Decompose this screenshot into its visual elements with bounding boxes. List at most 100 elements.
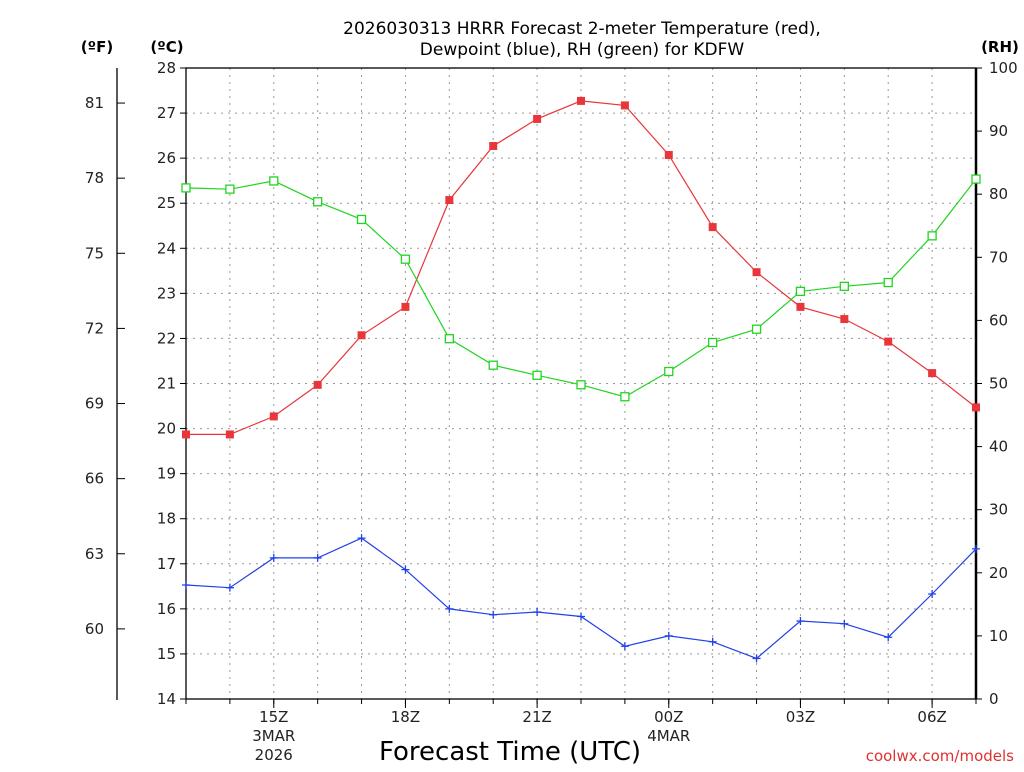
dewpoint-point <box>620 642 629 651</box>
dewpoint-point <box>225 583 234 592</box>
rh-tick-label: 50 <box>989 375 1008 393</box>
rh-point <box>795 286 806 297</box>
celsius-tick-label: 23 <box>157 284 176 302</box>
celsius-tick-label: 28 <box>157 59 176 77</box>
celsius-tick-label: 15 <box>157 645 176 663</box>
series-temperature <box>182 96 980 439</box>
temperature-point <box>840 315 849 324</box>
temperature-point <box>884 337 893 346</box>
rh-tick-label: 20 <box>989 564 1008 582</box>
rh-point <box>751 324 762 334</box>
x-tick-label: 03Z <box>786 708 815 726</box>
celsius-unit-label: (ºC) <box>150 38 183 56</box>
dewpoint-point <box>708 637 717 646</box>
rh-point <box>356 214 367 225</box>
celsius-tick-label: 19 <box>157 465 176 483</box>
x-tick-label: 00Z <box>654 708 683 726</box>
rh-point <box>181 183 191 193</box>
rh-tick-label: 60 <box>989 311 1008 329</box>
rh-point <box>708 337 718 348</box>
fahrenheit-tick-label: 78 <box>85 169 104 187</box>
rh-point <box>269 176 279 186</box>
rh-point <box>225 184 235 194</box>
x-tick-label: 15Z <box>259 708 288 726</box>
temperature-point <box>708 223 717 232</box>
temperature-point <box>489 141 498 150</box>
temperature-point <box>752 268 761 277</box>
x-axis-label: Forecast Time (UTC) <box>379 737 641 767</box>
rh-point <box>971 174 981 184</box>
rh-point <box>883 277 893 288</box>
dewpoint-point <box>445 604 454 613</box>
fahrenheit-tick-label: 66 <box>85 470 104 488</box>
rh-point <box>927 231 937 241</box>
fahrenheit-tick-label: 81 <box>85 94 104 112</box>
dewpoint-point <box>357 534 366 543</box>
credit-label: coolwx.com/models <box>866 747 1014 765</box>
celsius-tick-label: 22 <box>157 329 176 347</box>
rh-point <box>620 392 630 402</box>
temperature-point <box>664 150 673 159</box>
celsius-tick-label: 24 <box>157 239 176 257</box>
dewpoint-point <box>182 580 190 589</box>
rh-point <box>488 360 498 370</box>
temperature-point <box>533 114 542 123</box>
temperature-point <box>357 331 366 340</box>
x-tick-label: 06Z <box>917 708 946 726</box>
dewpoint-point <box>884 633 893 642</box>
temperature-point <box>313 380 322 389</box>
fahrenheit-tick-label: 63 <box>85 545 104 563</box>
rh-point <box>400 254 411 264</box>
celsius-tick-label: 26 <box>157 149 176 167</box>
temperature-point <box>972 403 980 412</box>
x-tick-label: 18Z <box>391 708 420 726</box>
celsius-tick-label: 17 <box>157 555 176 573</box>
dewpoint-point <box>840 619 849 628</box>
dewpoint-point <box>664 631 673 640</box>
celsius-tick-label: 20 <box>157 420 176 438</box>
celsius-tick-label: 16 <box>157 600 176 618</box>
dewpoint-point <box>972 544 980 553</box>
temperature-point <box>796 302 805 311</box>
rh-tick-label: 40 <box>989 438 1008 456</box>
fahrenheit-unit-label: (ºF) <box>81 38 113 56</box>
x-tick-label: 21Z <box>522 708 551 726</box>
axes: 14 15 16 17 18 19 20 21 22 23 24 25 26 27 28 60 63 66 69 72… <box>85 59 1018 764</box>
x-tick-label: 4MAR <box>647 727 690 745</box>
x-tick-label: 3MAR <box>252 727 295 745</box>
temperature-point <box>928 369 937 378</box>
dewpoint-point <box>752 654 761 663</box>
grid-lines <box>186 68 976 699</box>
dewpoint-point <box>489 610 498 619</box>
rh-tick-label: 80 <box>989 185 1008 203</box>
rh-point <box>444 334 454 344</box>
dewpoint-point <box>577 612 585 621</box>
temperature-point <box>182 430 190 439</box>
rh-tick-label: 70 <box>989 248 1008 266</box>
rh-point <box>532 370 542 380</box>
fahrenheit-tick-label: 75 <box>85 244 104 262</box>
celsius-tick-label: 18 <box>157 510 176 528</box>
fahrenheit-tick-label: 69 <box>85 395 104 413</box>
celsius-tick-label: 27 <box>157 104 176 122</box>
dewpoint-point <box>533 608 542 617</box>
rh-unit-label: (RH) <box>981 38 1019 56</box>
temperature-point <box>225 430 234 439</box>
rh-point <box>664 366 674 377</box>
temperature-point <box>269 412 278 421</box>
rh-tick-label: 30 <box>989 501 1008 519</box>
rh-tick-label: 0 <box>989 690 999 708</box>
fahrenheit-tick-label: 72 <box>85 319 104 337</box>
temperature-point <box>620 101 629 110</box>
fahrenheit-tick-label: 60 <box>85 620 104 638</box>
chart-title-line2: Dewpoint (blue), RH (green) for KDFW <box>420 40 745 60</box>
rh-tick-label: 100 <box>989 59 1018 77</box>
temperature-point <box>577 96 585 105</box>
temperature-point <box>445 196 454 205</box>
rh-line <box>185 178 977 398</box>
dewpoint-point <box>928 589 937 598</box>
temperature-point <box>401 302 410 311</box>
series-rh <box>181 174 981 402</box>
